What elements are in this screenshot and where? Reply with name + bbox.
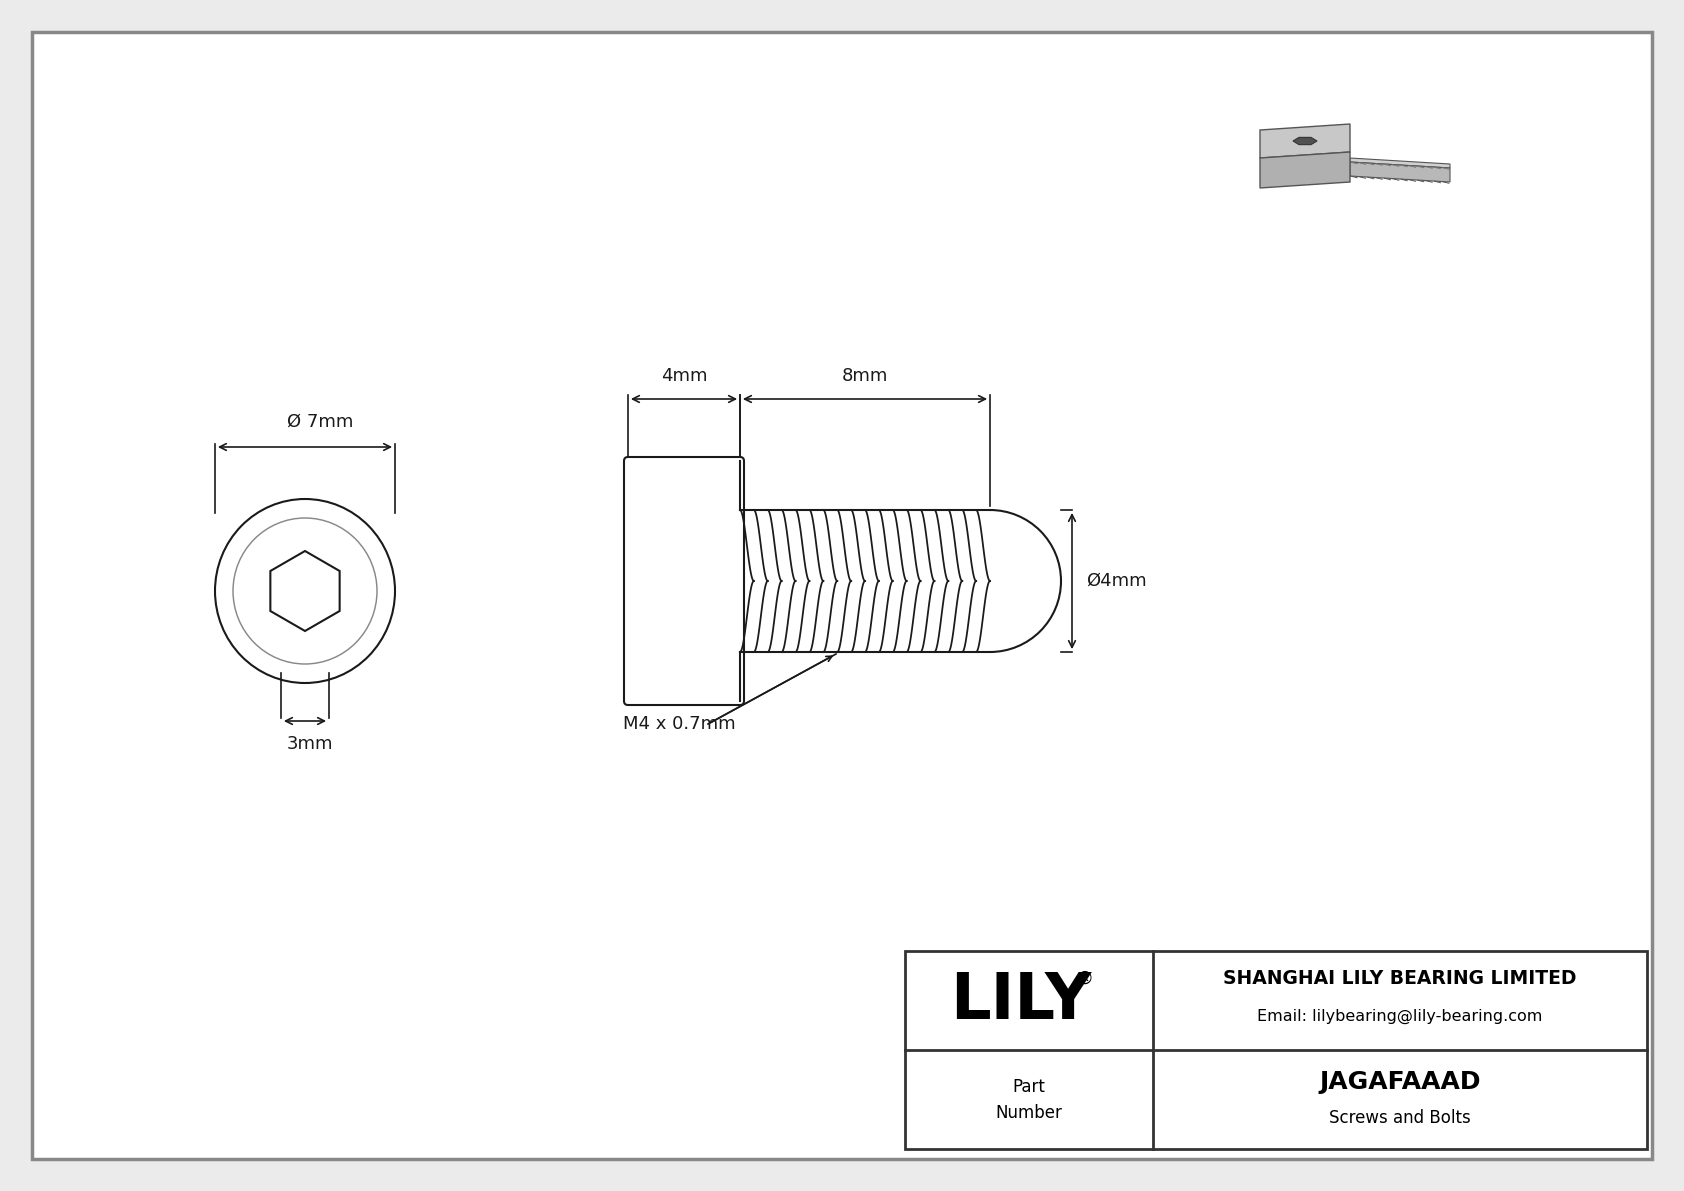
Text: Part
Number: Part Number	[995, 1079, 1063, 1122]
Text: 4mm: 4mm	[660, 367, 707, 385]
Text: SHANGHAI LILY BEARING LIMITED: SHANGHAI LILY BEARING LIMITED	[1223, 969, 1576, 989]
Polygon shape	[1260, 152, 1351, 188]
Text: Ø4mm: Ø4mm	[1086, 572, 1147, 590]
Bar	[904, 950, 1647, 1149]
Text: JAGAFAAAD: JAGAFAAAD	[1319, 1070, 1480, 1095]
Text: LILY: LILY	[950, 969, 1091, 1031]
Polygon shape	[1260, 124, 1351, 158]
Text: 3mm: 3mm	[286, 735, 333, 753]
Polygon shape	[1293, 137, 1317, 144]
FancyBboxPatch shape	[625, 457, 744, 705]
Polygon shape	[271, 551, 340, 631]
Ellipse shape	[216, 499, 396, 682]
Text: Screws and Bolts: Screws and Bolts	[1329, 1109, 1470, 1127]
Text: Ø 7mm: Ø 7mm	[286, 413, 354, 431]
Text: M4 x 0.7mm: M4 x 0.7mm	[623, 715, 736, 732]
Text: Email: lilybearing@lily-bearing.com: Email: lilybearing@lily-bearing.com	[1258, 1009, 1543, 1023]
Polygon shape	[1351, 158, 1450, 168]
Polygon shape	[1351, 162, 1450, 182]
Text: 8mm: 8mm	[842, 367, 887, 385]
Text: ®: ®	[1074, 969, 1093, 989]
